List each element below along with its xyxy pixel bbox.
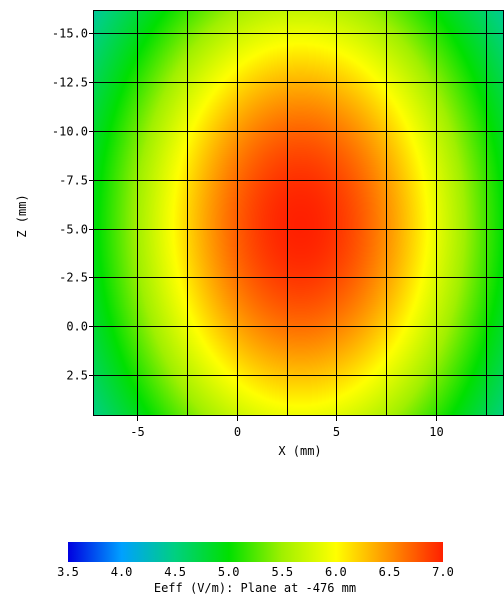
colorbar-ticks: 3.5 4.0 4.5 5.0 5.5 6.0 6.5 7.0 (57, 565, 454, 579)
x-axis-ticks: -5 0 5 10 (130, 416, 444, 439)
y-tick-label: 2.5 (66, 369, 88, 383)
colorbar-tick-label: 5.5 (271, 565, 293, 579)
colorbar-tick-label: 4.0 (111, 565, 133, 579)
y-tick-label: -7.5 (59, 174, 88, 188)
y-axis-ticks: -15.0 -12.5 -10.0 -7.5 -5.0 -2.5 0.0 2.5 (52, 27, 93, 383)
x-tick-label: 10 (429, 425, 443, 439)
x-tick-label: 5 (333, 425, 340, 439)
grid-lines (93, 10, 504, 416)
y-tick-label: -5.0 (59, 223, 88, 237)
y-tick-label: -15.0 (52, 27, 88, 41)
x-axis-label: X (mm) (278, 444, 321, 458)
y-axis-label: Z (mm) (15, 194, 29, 237)
colorbar-gradient (68, 542, 443, 562)
colorbar-tick-label: 6.5 (379, 565, 401, 579)
colorbar-tick-label: 4.5 (164, 565, 186, 579)
y-tick-label: -12.5 (52, 76, 88, 90)
colorbar-tick-label: 6.0 (325, 565, 347, 579)
y-tick-label: -2.5 (59, 271, 88, 285)
x-tick-label: -5 (130, 425, 144, 439)
field-heatmap (93, 10, 504, 416)
colorbar-tick-label: 7.0 (432, 565, 454, 579)
y-tick-label: -10.0 (52, 125, 88, 139)
colorbar-tick-label: 5.0 (218, 565, 240, 579)
x-tick-label: 0 (234, 425, 241, 439)
y-tick-label: 0.0 (66, 320, 88, 334)
colorbar-tick-label: 3.5 (57, 565, 79, 579)
colorbar: 3.5 4.0 4.5 5.0 5.5 6.0 6.5 7.0 Eeff (V/m): Pla… (57, 542, 454, 595)
colorbar-label: Eeff (V/m): Plane at -476 mm (154, 581, 356, 595)
heatmap-plot: -5 0 5 10 -15.0 -12.5 -10.0 -7.5 -5.0 -2.5 0.0 2.5… (15, 10, 504, 458)
